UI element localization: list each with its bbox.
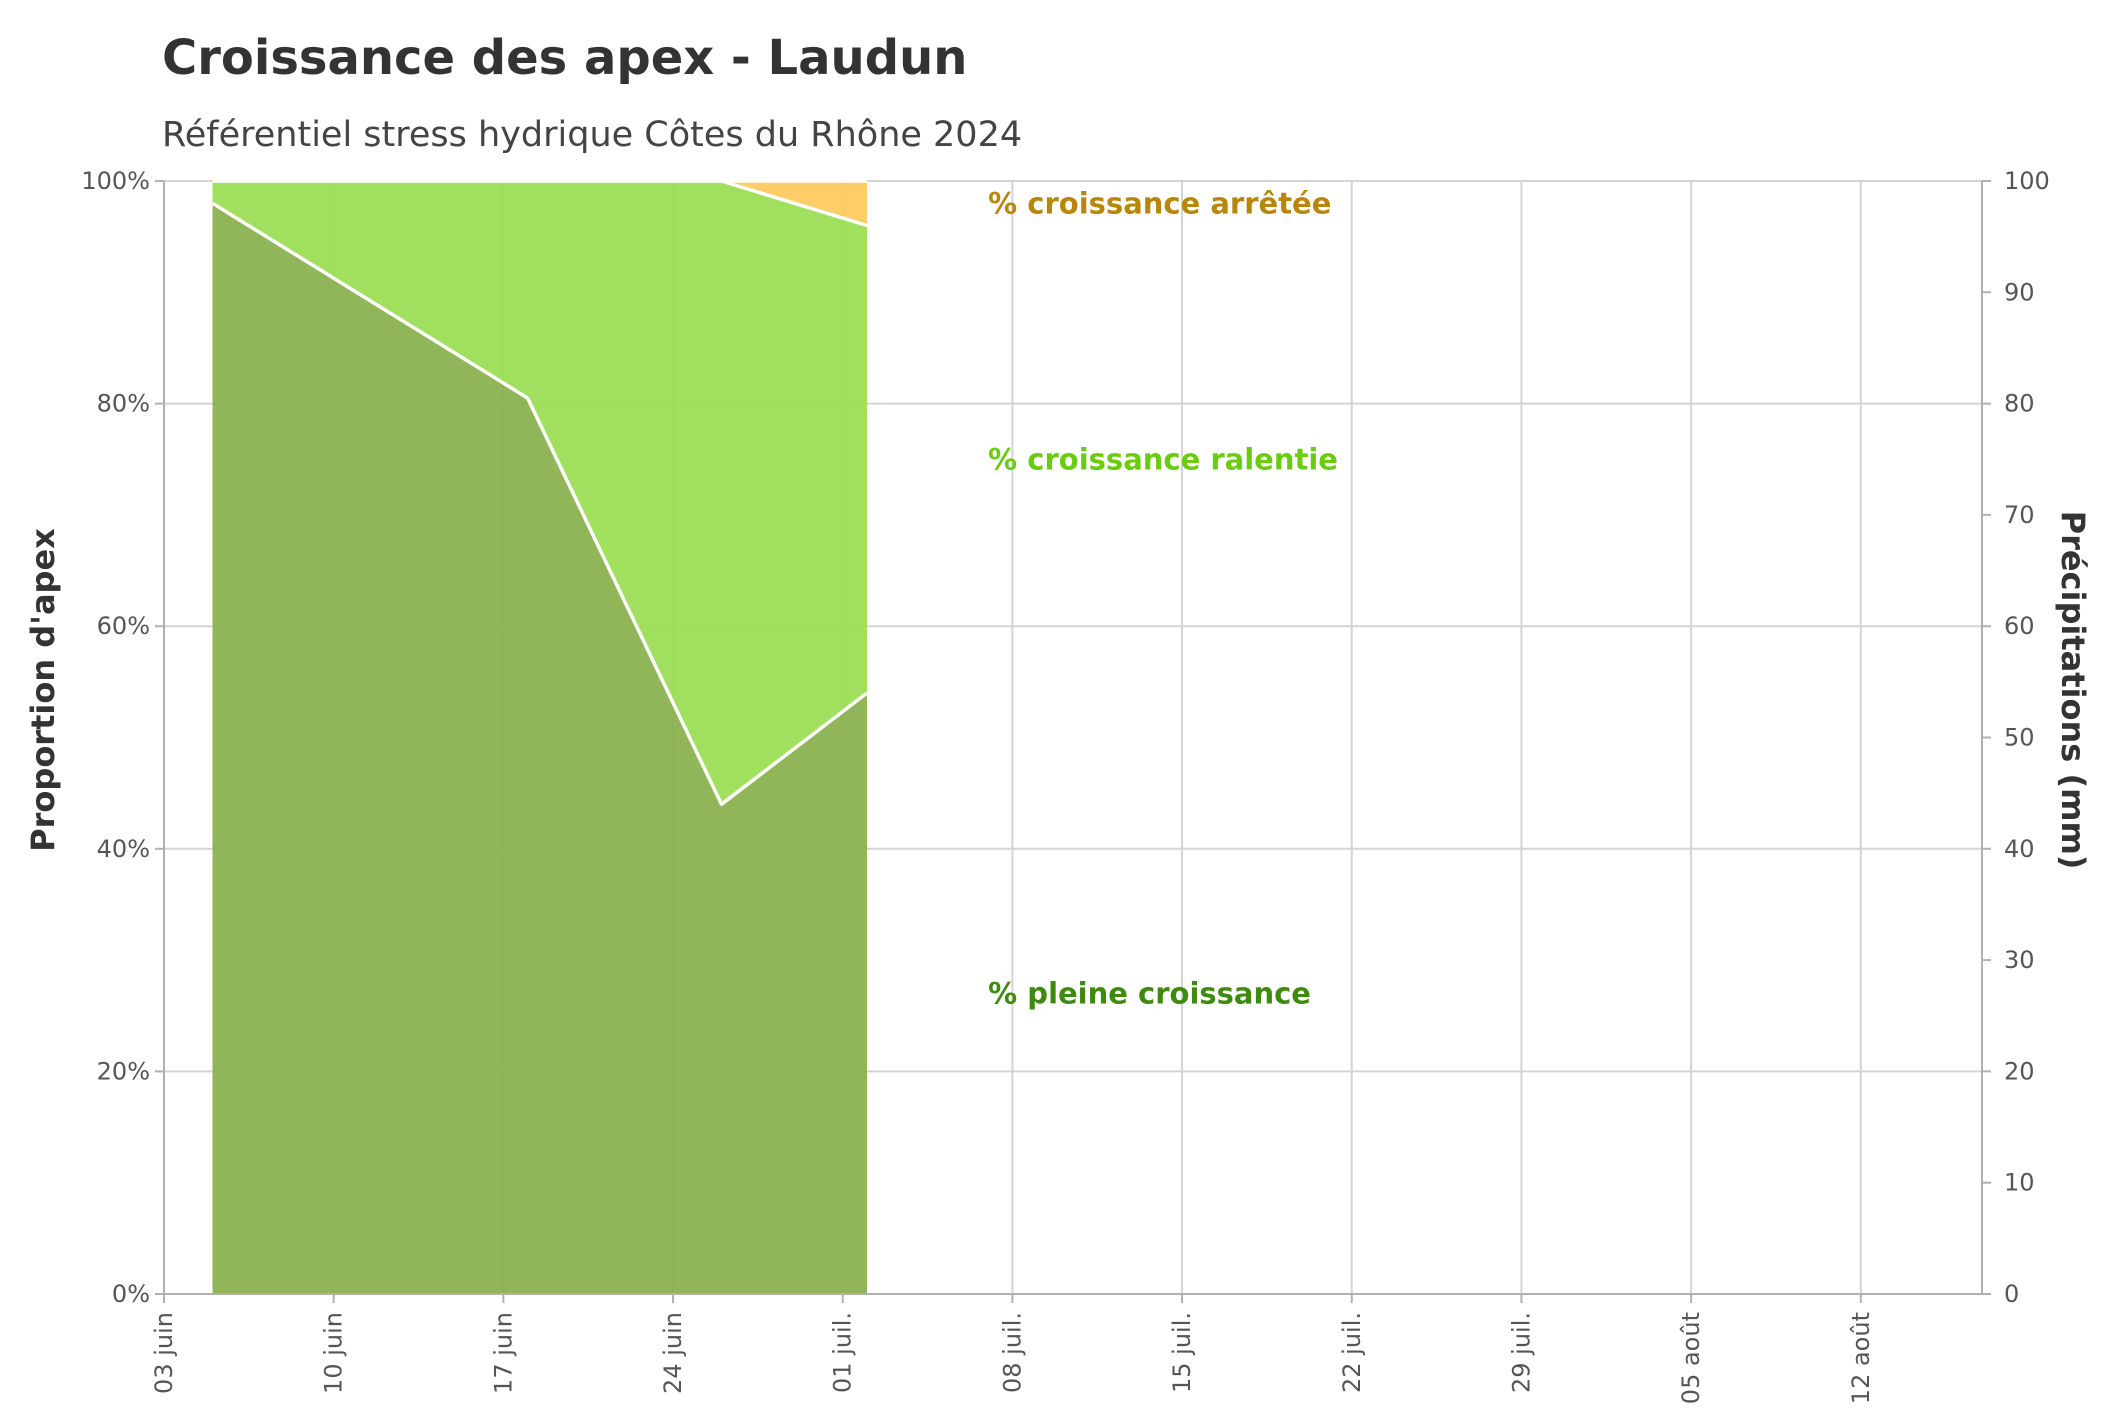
series-annotations: % croissance arrêtée % croissance ralenti…	[988, 186, 1338, 1010]
y-right-tick-label: 30	[2004, 946, 2035, 974]
axes	[155, 180, 1991, 1303]
y-right-tick-label: 90	[2004, 278, 2035, 306]
chart-subtitle: Référentiel stress hydrique Côtes du Rhô…	[162, 115, 1022, 155]
x-tick-label: 24 juin	[659, 1312, 687, 1394]
y-right-tick-label: 60	[2004, 612, 2035, 640]
y-right-tick-label: 80	[2004, 390, 2035, 418]
x-tick-label: 22 juil.	[1338, 1312, 1366, 1393]
area-boundary-0	[211, 201, 869, 807]
tick-labels: 0% 20% 40% 60% 80% 100% 0 10 20 30 40 50 60 70 80 90 100…	[81, 167, 2049, 1404]
stacked-areas	[211, 179, 869, 1294]
annotation-label: % croissance ralentie	[988, 442, 1338, 476]
y-axis-left-title: Proportion d'apex	[24, 528, 62, 852]
x-tick-label: 03 juin	[150, 1312, 178, 1394]
y-axis-right-title: Précipitations (mm)	[2054, 511, 2092, 870]
x-tick-label: 29 juil.	[1507, 1312, 1535, 1393]
annotation-label: % croissance arrêtée	[988, 186, 1331, 220]
y-right-tick-label: 70	[2004, 501, 2035, 529]
x-tick-label: 08 juil.	[998, 1312, 1026, 1393]
y-right-tick-label: 50	[2004, 724, 2035, 752]
y-right-tick-label: 40	[2004, 835, 2035, 863]
y-left-tick-label: 80%	[97, 390, 150, 418]
y-right-tick-label: 0	[2004, 1280, 2019, 1308]
y-right-tick-label: 10	[2004, 1169, 2035, 1197]
x-tick-label: 05 août	[1677, 1312, 1705, 1404]
chart-title: Croissance des apex - Laudun	[162, 30, 967, 86]
area-2	[212, 181, 867, 226]
x-tick-label: 10 juin	[320, 1312, 348, 1394]
x-tick-label: 15 juil.	[1168, 1312, 1196, 1393]
annotation-label: % pleine croissance	[988, 976, 1311, 1010]
y-left-tick-label: 20%	[97, 1057, 150, 1085]
x-tick-label: 12 août	[1847, 1312, 1875, 1404]
y-left-tick-label: 60%	[97, 612, 150, 640]
y-left-tick-label: 100%	[81, 167, 150, 195]
area-0	[212, 203, 867, 1294]
y-left-tick-label: 40%	[97, 835, 150, 863]
x-tick-label: 17 juin	[489, 1312, 517, 1394]
y-left-tick-label: 0%	[112, 1280, 150, 1308]
x-tick-label: 01 juil.	[829, 1312, 857, 1393]
y-right-tick-label: 20	[2004, 1057, 2035, 1085]
area-1	[212, 181, 867, 805]
y-right-tick-label: 100	[2004, 167, 2050, 195]
